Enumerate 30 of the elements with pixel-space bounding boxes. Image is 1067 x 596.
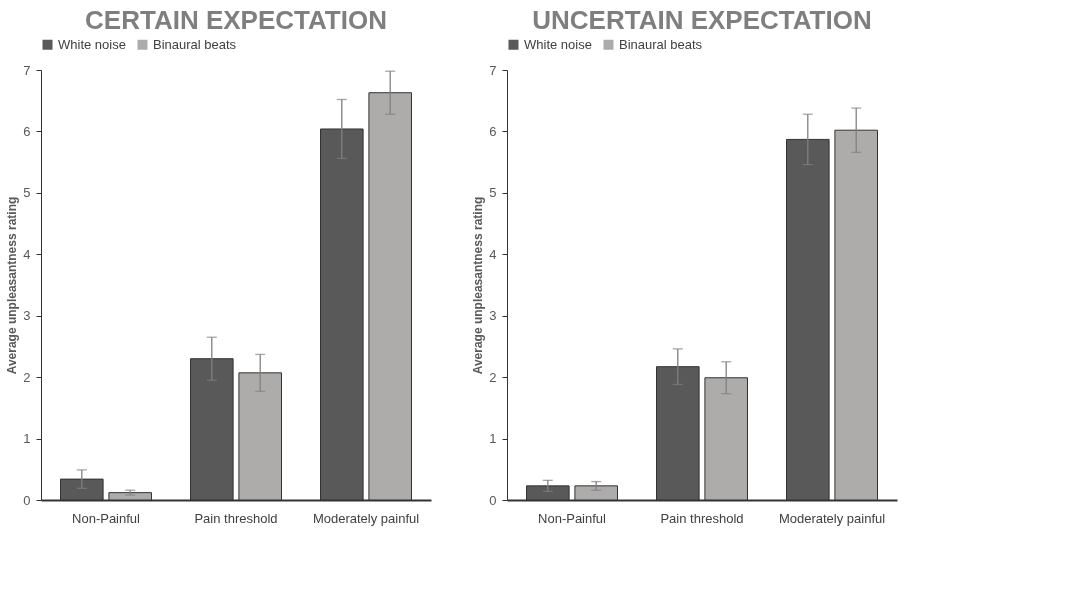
y-tick-label: 5 bbox=[489, 185, 497, 201]
y-tick-label: 2 bbox=[489, 369, 497, 385]
y-tick-label: 7 bbox=[23, 62, 31, 78]
x-tick-label: Moderately painful bbox=[312, 510, 420, 526]
y-tick-label: 6 bbox=[489, 123, 497, 139]
y-tick-label: 7 bbox=[489, 62, 497, 78]
y-tick-label: 0 bbox=[23, 492, 31, 508]
x-tick-label: Non-Painful bbox=[72, 510, 141, 526]
legend-label: White noise bbox=[524, 36, 592, 52]
legend-label: White noise bbox=[58, 36, 126, 52]
y-axis-title: Average unpleasantness rating bbox=[471, 196, 486, 375]
y-tick-label: 0 bbox=[489, 492, 497, 508]
y-tick-label: 1 bbox=[23, 431, 31, 447]
x-tick-label: Non-Painful bbox=[538, 510, 607, 526]
x-tick-label: Moderately painful bbox=[778, 510, 886, 526]
chart-title: UNCERTAIN EXPECTATION bbox=[532, 5, 872, 35]
y-tick-label: 3 bbox=[23, 308, 31, 324]
y-tick-label: 3 bbox=[489, 308, 497, 324]
y-tick-label: 2 bbox=[23, 369, 31, 385]
y-tick-label: 4 bbox=[23, 246, 31, 262]
legend-label: Binaural beats bbox=[619, 36, 703, 52]
legend-label: Binaural beats bbox=[153, 36, 237, 52]
y-tick-label: 6 bbox=[23, 123, 31, 139]
x-tick-label: Pain threshold bbox=[660, 510, 744, 526]
chart-title: CERTAIN EXPECTATION bbox=[85, 5, 387, 35]
x-tick-label: Pain threshold bbox=[194, 510, 278, 526]
y-axis-title: Average unpleasantness rating bbox=[5, 196, 20, 375]
y-tick-label: 5 bbox=[23, 185, 31, 201]
y-tick-label: 4 bbox=[489, 246, 497, 262]
y-tick-label: 1 bbox=[489, 431, 497, 447]
